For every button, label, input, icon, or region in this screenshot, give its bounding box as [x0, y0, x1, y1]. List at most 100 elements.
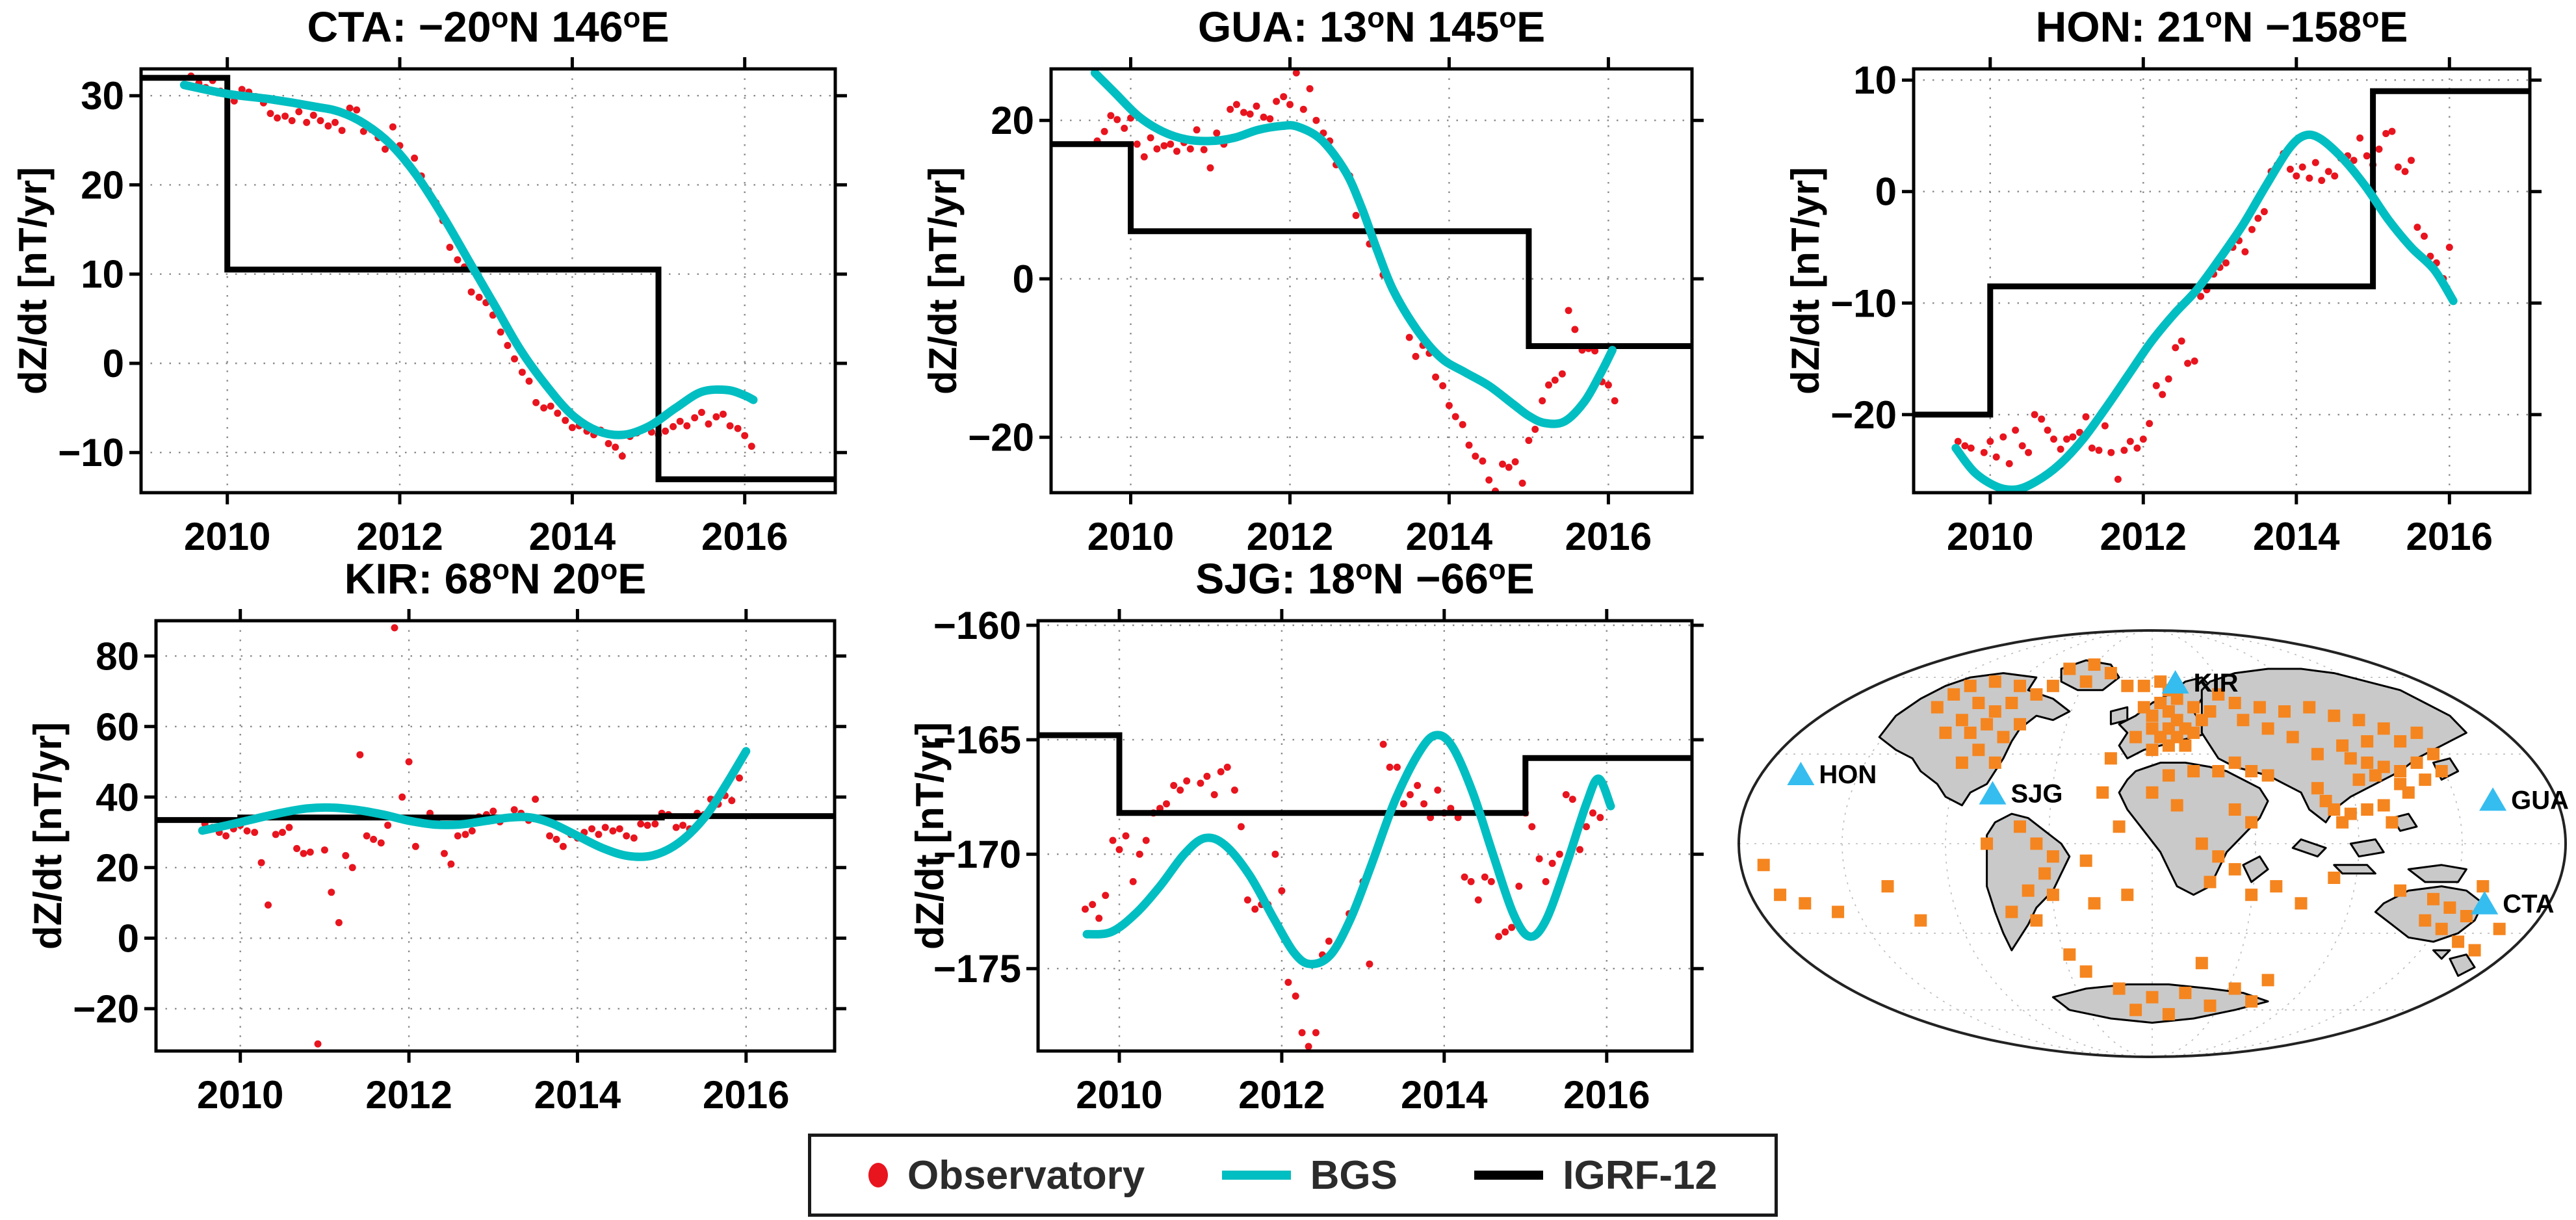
map-outline — [1737, 629, 2567, 1058]
plot-title: GUA: 13oN 145oE — [1198, 2, 1545, 51]
y-tick-label: 0 — [103, 342, 124, 385]
continent-british-isles — [2109, 706, 2129, 725]
y-tick-label: 40 — [96, 775, 139, 819]
plot-gua: 2010 2012 2014 2016 20 0 −20 GUA: 13oN 145oE dZ/… — [921, 2, 1721, 581]
continent-tasmania — [2432, 949, 2451, 960]
y-tick-label: 0 — [1875, 170, 1897, 214]
plot-kir: 2010 2012 2014 2016 80 60 40 20 0 −20 KIR: 68oN 20… — [26, 554, 863, 1139]
continent-borneo — [2349, 838, 2385, 858]
station-marker-kir — [2161, 670, 2189, 694]
igrf12-line — [1038, 732, 1692, 816]
station-label-kir: KIR — [2194, 669, 2239, 697]
y-tick-label: 0 — [118, 916, 139, 960]
plot-title: CTA: −20oN 146oE — [307, 2, 670, 51]
plot-svg-gua: 2010 2012 2014 2016 20 0 −20 GUA: 13oN 145oE dZ/… — [921, 2, 1704, 558]
station-marker-hon — [1787, 762, 1815, 785]
x-tick-label: 2012 — [1247, 515, 1333, 558]
legend-item-observatory: Observatory — [868, 1152, 1145, 1199]
continent-sumatra — [2291, 838, 2327, 858]
x-tick-label: 2014 — [529, 515, 616, 558]
station-marker-cta — [2471, 890, 2499, 915]
continent-new-zealand — [2449, 954, 2476, 977]
y-tick-label: 20 — [991, 99, 1034, 142]
y-tick-label: 20 — [81, 163, 124, 207]
continent-australia — [2374, 885, 2484, 943]
bgs-line-marker — [1221, 1171, 1291, 1180]
observatory-dots — [1954, 127, 2453, 483]
x-tick-label: 2010 — [184, 515, 270, 558]
y-tick-label: 0 — [1013, 257, 1034, 301]
x-tick-label: 2010 — [1947, 515, 2033, 558]
x-tick-label: 2014 — [534, 1073, 621, 1117]
legend-label-igrf12: IGRF-12 — [1563, 1152, 1717, 1198]
plot-sjg: 2010 2012 2014 2016 −160 −165 −170 −175 SJG: 18o… — [908, 554, 1721, 1139]
x-tick-label: 2012 — [2100, 515, 2187, 558]
igrf12-line — [1914, 88, 2530, 418]
plot-hon: 2010 2012 2014 2016 10 0 −10 −20 HON: 21oN −158o… — [1784, 2, 2558, 581]
continent-new-guinea — [2407, 864, 2467, 883]
y-tick-label: −160 — [933, 604, 1021, 647]
bgs-curve — [1951, 130, 2458, 493]
x-tick-label: 2016 — [1565, 515, 1652, 558]
legend-label-observatory: Observatory — [907, 1152, 1145, 1198]
legend-label-bgs: BGS — [1310, 1152, 1398, 1198]
x-tick-label: 2012 — [365, 1073, 452, 1117]
igrf12-line — [1051, 141, 1692, 349]
y-tick-label: 30 — [81, 74, 124, 118]
igrf12-line-marker — [1474, 1171, 1544, 1180]
y-axis-label: dZ/dt [nT/yr] — [1784, 167, 1827, 395]
observatory-dots — [201, 624, 743, 1048]
bgs-curve — [198, 747, 751, 861]
station-marker-gua — [2479, 787, 2507, 811]
y-tick-label: −20 — [73, 987, 139, 1031]
world-map-svg: HON SJG KIR GUA CTA — [1737, 629, 2569, 1058]
x-tick-label: 2016 — [1563, 1073, 1650, 1117]
observatory-dot-marker — [868, 1163, 888, 1188]
axis-box — [154, 619, 837, 1053]
bgs-curve — [1082, 731, 1615, 968]
y-tick-label: 80 — [96, 634, 139, 678]
y-tick-label: 10 — [1853, 58, 1897, 102]
x-tick-label: 2014 — [1406, 515, 1493, 558]
station-marker-sjg — [1979, 781, 2007, 805]
axis-box — [1912, 67, 2532, 495]
y-tick-label: −175 — [933, 947, 1021, 991]
x-tick-label: 2014 — [2253, 515, 2340, 558]
plot-title: SJG: 18oN −66oE — [1195, 554, 1535, 603]
station-label-hon: HON — [1819, 760, 1877, 789]
legend-item-bgs: BGS — [1221, 1152, 1398, 1199]
y-tick-label: −20 — [1830, 393, 1897, 437]
igrf12-line — [141, 75, 835, 482]
plot-svg-hon: 2010 2012 2014 2016 10 0 −10 −20 HON: 21oN −158o… — [1784, 2, 2542, 558]
y-tick-label: 20 — [96, 846, 139, 890]
y-axis-label: dZ/dt [nT/yr] — [908, 722, 952, 950]
plot-title: HON: 21oN −158oE — [2036, 2, 2408, 51]
y-tick-label: 10 — [81, 253, 124, 296]
y-tick-label: 60 — [96, 705, 139, 749]
x-tick-label: 2014 — [1401, 1073, 1488, 1117]
y-axis-label: dZ/dt [nT/yr] — [11, 167, 55, 395]
station-label-sjg: SJG — [2011, 780, 2063, 809]
bgs-curve — [179, 81, 758, 439]
x-tick-label: 2012 — [356, 515, 443, 558]
observatory-dots — [1082, 740, 1611, 1050]
y-tick-label: −20 — [968, 416, 1034, 460]
x-tick-label: 2010 — [1087, 515, 1174, 558]
axis-box — [139, 67, 837, 495]
y-tick-label: −170 — [933, 833, 1021, 876]
x-tick-label: 2012 — [1238, 1073, 1325, 1117]
axis-box — [1036, 619, 1694, 1053]
y-tick-label: −165 — [933, 718, 1021, 762]
legend-item-igrf12: IGRF-12 — [1474, 1152, 1717, 1199]
y-axis-label: dZ/dt [nT/yr] — [26, 722, 70, 950]
station-label-gua: GUA — [2511, 786, 2569, 814]
x-tick-label: 2016 — [701, 515, 788, 558]
plot-cta: 2010 2012 2014 2016 30 20 10 0 −10 CTA: −20oN 146… — [11, 2, 864, 581]
x-tick-label: 2016 — [703, 1073, 789, 1117]
igrf12-line — [156, 813, 835, 824]
plot-title: KIR: 68oN 20oE — [345, 554, 647, 603]
bgs-curve — [1090, 69, 1617, 428]
y-tick-label: −10 — [1830, 281, 1897, 325]
